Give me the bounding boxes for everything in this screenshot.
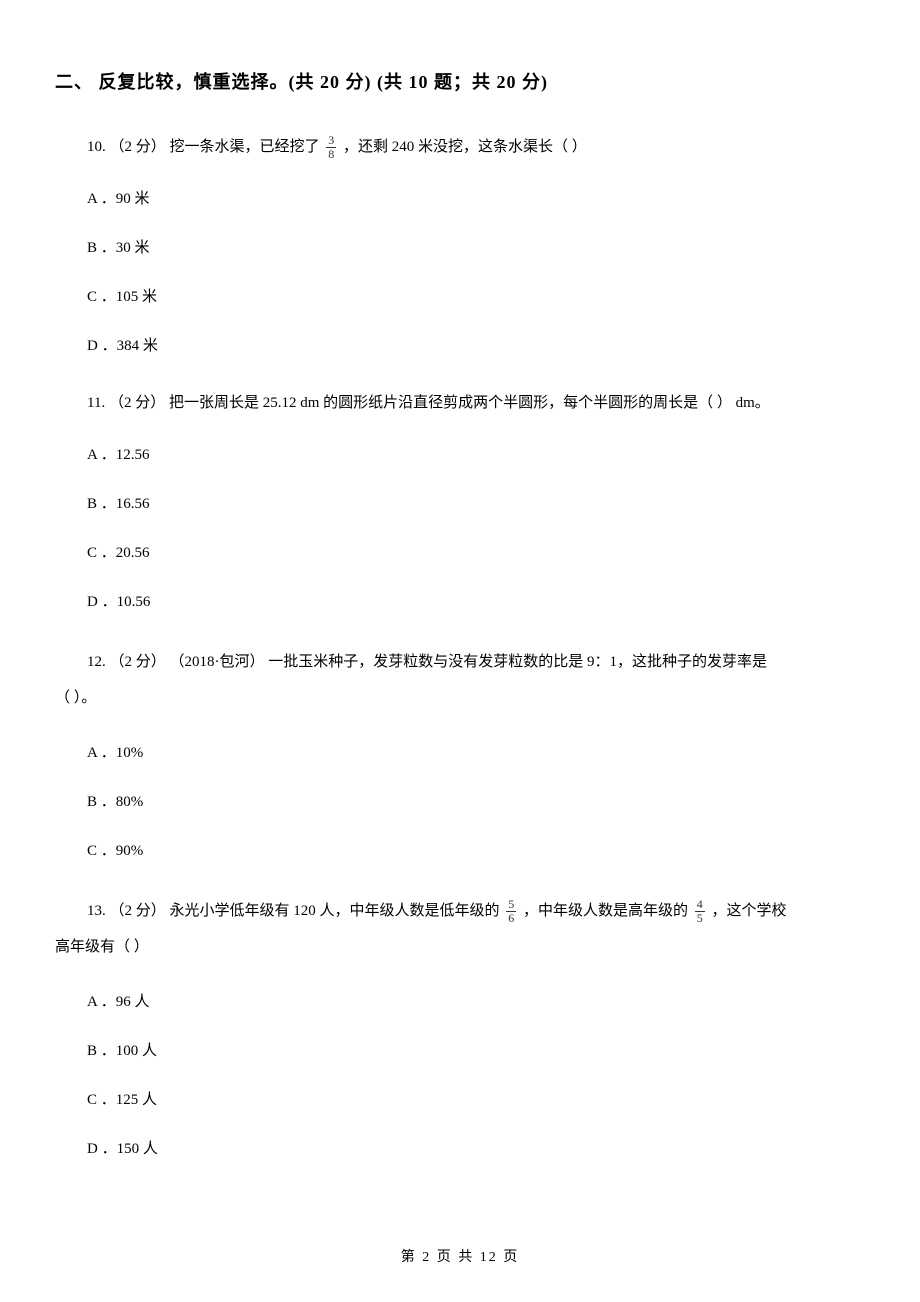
option-label: B ．: [87, 794, 116, 810]
q10-fraction: 3 8: [326, 134, 336, 161]
q12-text2: （ ）。: [55, 690, 96, 706]
option-text: 12.56: [116, 447, 150, 463]
q13-number: 13.: [87, 903, 106, 919]
q13-points: （2 分）: [110, 903, 166, 919]
q13-text3: ，这个学校: [712, 903, 787, 919]
q10-text-before: 挖一条水渠，已经挖了: [170, 139, 324, 155]
q12-text1: 一批玉米种子，发芽粒数与没有发芽粒数的比是 9：1，这批种子的发芽率是: [268, 654, 767, 670]
option-label: C ．: [87, 545, 116, 561]
option-text: 10.56: [117, 594, 151, 610]
q10-option-a: A ．90 米: [87, 186, 865, 213]
q10-frac-den: 8: [326, 148, 336, 161]
q12-number: 12.: [87, 654, 106, 670]
option-label: A ．: [87, 994, 116, 1010]
q11-text: 把一张周长是 25.12 dm 的圆形纸片沿直径剪成两个半圆形，每个半圆形的周长…: [169, 395, 770, 411]
page-footer: 第 2 页 共 12 页: [0, 1246, 920, 1266]
question-12: 12. （2 分） （2018·包河） 一批玉米种子，发芽粒数与没有发芽粒数的比…: [55, 644, 865, 865]
option-text: 80%: [116, 794, 144, 810]
option-label: A ．: [87, 447, 116, 463]
q13-frac1-den: 6: [506, 912, 516, 925]
q10-option-b: B ．30 米: [87, 235, 865, 262]
q13-text2: ，中年级人数是高年级的: [523, 903, 692, 919]
option-text: 20.56: [116, 545, 150, 561]
option-text: 30 米: [116, 240, 150, 256]
q13-option-b: B ．100 人: [87, 1038, 865, 1065]
q12-option-b: B ．80%: [87, 789, 865, 816]
q10-option-d: D ．384 米: [87, 333, 865, 360]
q12-option-a: A ．10%: [87, 740, 865, 767]
q12-points: （2 分）: [110, 654, 166, 670]
q12-source: （2018·包河）: [170, 654, 265, 670]
option-text: 105 米: [116, 289, 157, 305]
q12-option-c: C ．90%: [87, 838, 865, 865]
q13-frac2-den: 5: [695, 912, 705, 925]
option-text: 96 人: [116, 994, 150, 1010]
q10-options: A ．90 米 B ．30 米 C ．105 米 D ．384 米: [55, 186, 865, 360]
q12-options: A ．10% B ．80% C ．90%: [55, 740, 865, 865]
q13-text1: 永光小学低年级有 120 人，中年级人数是低年级的: [170, 903, 504, 919]
q13-option-d: D ．150 人: [87, 1136, 865, 1163]
q13-option-c: C ．125 人: [87, 1087, 865, 1114]
question-12-text: 12. （2 分） （2018·包河） 一批玉米种子，发芽粒数与没有发芽粒数的比…: [55, 644, 865, 716]
option-text: 90 米: [116, 191, 150, 207]
q11-option-b: B ．16.56: [87, 491, 865, 518]
q13-fraction2: 4 5: [695, 898, 705, 925]
q10-text-after: ，还剩 240 米没挖，这条水渠长（ ）: [343, 139, 587, 155]
q11-option-c: C ．20.56: [87, 540, 865, 567]
option-label: D ．: [87, 594, 117, 610]
option-label: D ．: [87, 338, 117, 354]
option-label: D ．: [87, 1141, 117, 1157]
q11-points: （2 分）: [109, 395, 165, 411]
question-13: 13. （2 分） 永光小学低年级有 120 人，中年级人数是低年级的 5 6 …: [55, 893, 865, 1163]
q11-option-a: A ．12.56: [87, 442, 865, 469]
q13-options: A ．96 人 B ．100 人 C ．125 人 D ．150 人: [55, 989, 865, 1163]
q11-option-d: D ．10.56: [87, 589, 865, 616]
option-label: B ．: [87, 240, 116, 256]
option-text: 90%: [116, 843, 144, 859]
q13-frac2-num: 4: [695, 898, 705, 912]
option-label: A ．: [87, 191, 116, 207]
question-13-text: 13. （2 分） 永光小学低年级有 120 人，中年级人数是低年级的 5 6 …: [55, 893, 865, 965]
q13-frac1-num: 5: [506, 898, 516, 912]
q13-text-line2: 高年级有（ ）: [55, 939, 149, 955]
option-label: B ．: [87, 1043, 116, 1059]
option-label: A ．: [87, 745, 116, 761]
option-text: 150 人: [117, 1141, 158, 1157]
question-11-text: 11. （2 分） 把一张周长是 25.12 dm 的圆形纸片沿直径剪成两个半圆…: [55, 388, 865, 418]
q10-frac-num: 3: [326, 134, 336, 148]
q11-options: A ．12.56 B ．16.56 C ．20.56 D ．10.56: [55, 442, 865, 616]
q10-number: 10.: [87, 139, 106, 155]
q10-option-c: C ．105 米: [87, 284, 865, 311]
option-text: 16.56: [116, 496, 150, 512]
option-text: 125 人: [116, 1092, 157, 1108]
q11-number: 11.: [87, 395, 105, 411]
option-label: C ．: [87, 1092, 116, 1108]
q13-fraction1: 5 6: [506, 898, 516, 925]
option-label: C ．: [87, 289, 116, 305]
option-text: 10%: [116, 745, 144, 761]
question-10-text: 10. （2 分） 挖一条水渠，已经挖了 3 8 ，还剩 240 米没挖，这条水…: [55, 132, 865, 162]
option-text: 100 人: [116, 1043, 157, 1059]
question-11: 11. （2 分） 把一张周长是 25.12 dm 的圆形纸片沿直径剪成两个半圆…: [55, 388, 865, 616]
question-10: 10. （2 分） 挖一条水渠，已经挖了 3 8 ，还剩 240 米没挖，这条水…: [55, 132, 865, 360]
section-title: 二、 反复比较，慎重选择。(共 20 分) (共 10 题；共 20 分): [55, 68, 865, 94]
q10-points: （2 分）: [110, 139, 166, 155]
q13-option-a: A ．96 人: [87, 989, 865, 1016]
option-label: B ．: [87, 496, 116, 512]
option-text: 384 米: [117, 338, 158, 354]
option-label: C ．: [87, 843, 116, 859]
